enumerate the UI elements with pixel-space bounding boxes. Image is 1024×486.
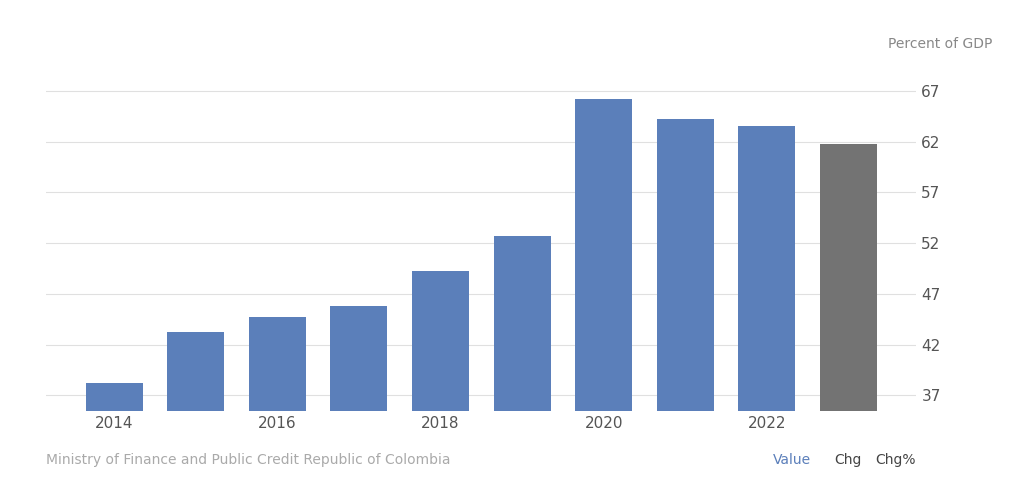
Bar (494, 236, 551, 486)
Bar (331, 306, 387, 486)
Bar (656, 119, 714, 486)
Bar (575, 99, 632, 486)
Bar (249, 317, 306, 486)
Bar (820, 143, 877, 486)
Text: Chg: Chg (835, 452, 862, 467)
Bar (738, 126, 796, 486)
Text: Ministry of Finance and Public Credit Republic of Colombia: Ministry of Finance and Public Credit Re… (46, 452, 451, 467)
Text: Percent of GDP: Percent of GDP (889, 37, 993, 51)
Bar (412, 271, 469, 486)
Bar (86, 383, 142, 486)
Bar (167, 332, 224, 486)
Text: Value: Value (773, 452, 811, 467)
Text: Chg%: Chg% (876, 452, 916, 467)
